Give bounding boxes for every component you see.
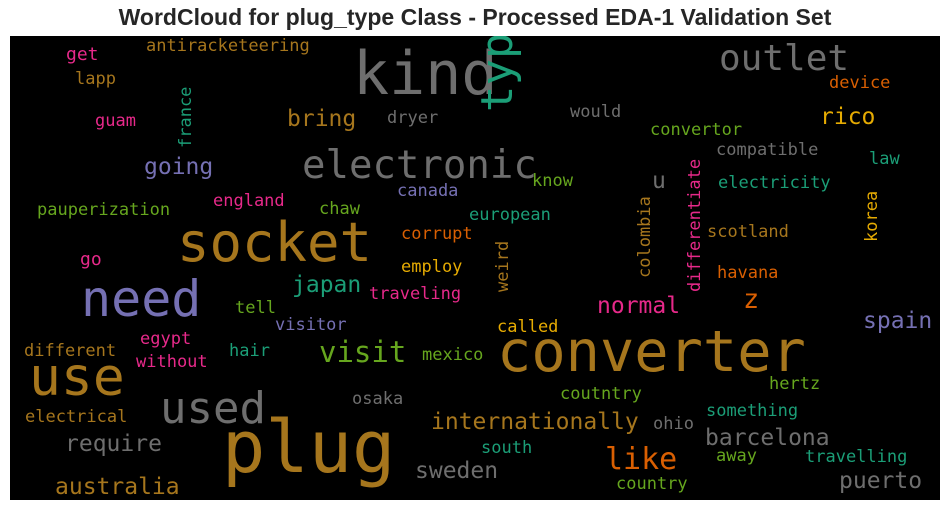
word-get: get bbox=[66, 44, 99, 65]
word-device: device bbox=[829, 73, 891, 93]
word-colombia: colombia bbox=[635, 196, 655, 278]
word-tell: tell bbox=[235, 298, 276, 318]
word-called: called bbox=[497, 317, 559, 337]
word-without: without bbox=[136, 352, 208, 372]
word-differentiate: differentiate bbox=[685, 158, 705, 292]
word-z: z bbox=[743, 284, 760, 315]
word-canada: canada bbox=[397, 181, 459, 201]
word-like: like bbox=[605, 442, 678, 477]
chart-title: WordCloud for plug_type Class - Processe… bbox=[118, 4, 832, 30]
word-socket: socket bbox=[177, 211, 373, 274]
word-ohio: ohio bbox=[653, 414, 694, 434]
word-traveling: traveling bbox=[369, 284, 462, 304]
word-outlet: outlet bbox=[719, 38, 850, 79]
word-barcelona: barcelona bbox=[705, 425, 830, 451]
word-hertz: hertz bbox=[769, 374, 821, 394]
word-sweden: sweden bbox=[415, 458, 499, 484]
word-spain: spain bbox=[863, 308, 933, 334]
word-european: european bbox=[469, 205, 551, 225]
word-japan: japan bbox=[292, 272, 362, 298]
word-lapp: lapp bbox=[75, 69, 116, 89]
word-coutntry: coutntry bbox=[560, 384, 642, 404]
word-employ: employ bbox=[401, 257, 463, 277]
word-used: used bbox=[160, 383, 266, 434]
word-electronic: electronic bbox=[302, 143, 537, 188]
word-kind: kind bbox=[353, 39, 498, 109]
word-normal: normal bbox=[597, 293, 681, 319]
word-havana: havana bbox=[717, 263, 779, 283]
wordcloud-canvas: kind type outlet antiracketeering get lapp fra… bbox=[10, 36, 940, 500]
word-guam: guam bbox=[95, 111, 136, 131]
word-visit: visit bbox=[319, 335, 407, 369]
word-pauperization: pauperization bbox=[37, 200, 171, 220]
word-corrupt: corrupt bbox=[401, 224, 473, 244]
word-dryer: dryer bbox=[387, 108, 439, 128]
word-antiracketeering: antiracketeering bbox=[146, 36, 310, 56]
word-type: type bbox=[472, 36, 523, 112]
word-know: know bbox=[532, 171, 573, 191]
word-electricity: electricity bbox=[718, 173, 831, 193]
word-mexico: mexico bbox=[422, 345, 484, 365]
word-france: france bbox=[176, 86, 196, 148]
word-compatible: compatible bbox=[716, 140, 819, 160]
word-scotland: scotland bbox=[707, 222, 789, 242]
word-bring: bring bbox=[287, 106, 357, 132]
word-electrical: electrical bbox=[25, 407, 128, 427]
word-korea: korea bbox=[862, 190, 882, 242]
word-law: law bbox=[869, 149, 900, 169]
word-puerto: puerto bbox=[839, 468, 923, 494]
word-go: go bbox=[80, 249, 102, 270]
word-different: different bbox=[24, 341, 117, 361]
word-internationally: internationally bbox=[431, 409, 639, 435]
word-south: south bbox=[481, 438, 533, 458]
word-u: u bbox=[652, 168, 666, 194]
word-country: country bbox=[616, 474, 688, 494]
word-something: something bbox=[706, 401, 799, 421]
word-osaka: osaka bbox=[352, 389, 404, 409]
word-chaw: chaw bbox=[319, 199, 360, 219]
word-plug: plug bbox=[222, 405, 396, 489]
word-require: require bbox=[65, 431, 162, 457]
word-travelling: travelling bbox=[805, 447, 908, 467]
word-converter: converter bbox=[497, 319, 806, 385]
word-convertor: convertor bbox=[650, 120, 743, 140]
word-need: need bbox=[81, 270, 202, 328]
word-england: england bbox=[213, 191, 285, 211]
word-egypt: egypt bbox=[140, 329, 192, 349]
word-rico: rico bbox=[820, 104, 876, 130]
word-hair: hair bbox=[229, 341, 270, 361]
word-would: would bbox=[570, 102, 622, 122]
word-use: use bbox=[29, 347, 125, 408]
word-australia: australia bbox=[55, 474, 180, 500]
word-weird: weird bbox=[493, 240, 513, 292]
word-visitor: visitor bbox=[275, 315, 347, 335]
word-away: away bbox=[716, 446, 757, 466]
word-going: going bbox=[144, 154, 214, 180]
